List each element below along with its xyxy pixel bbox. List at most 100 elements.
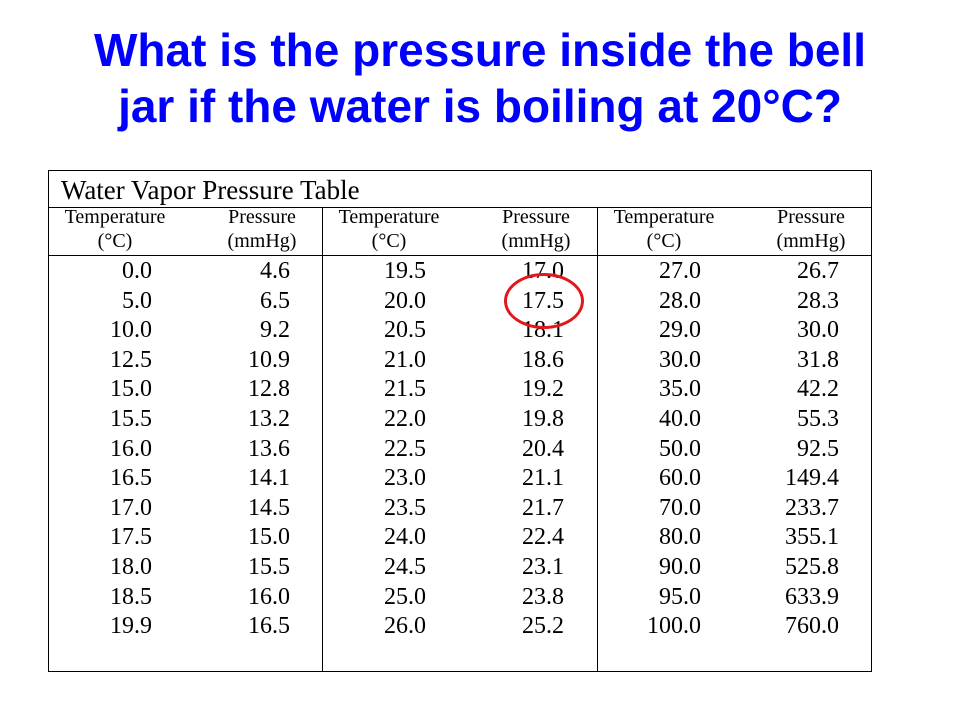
temperature-cell: 22.0 [384, 406, 426, 432]
temperature-cell: 60.0 [659, 465, 701, 492]
header-pressure: Pressure (mmHg) [751, 205, 871, 253]
temperature-cell: 95.0 [659, 583, 701, 610]
pressure-cell: 19.8 [522, 406, 564, 432]
header-temperature-label: Temperature [64, 206, 166, 228]
header-pressure: Pressure (mmHg) [202, 205, 322, 253]
temperature-cell: 20.5 [384, 317, 426, 344]
pressure-cell: 21.1 [522, 465, 564, 492]
temperature-cell: 10.0 [110, 317, 152, 344]
temperature-cell: 28.0 [659, 287, 701, 314]
header-temperature-unit: (°C) [371, 230, 407, 252]
header-pressure: Pressure (mmHg) [476, 205, 596, 253]
header-pressure-label: Pressure [777, 206, 845, 228]
title-divider [49, 207, 871, 208]
temperature-cell: 15.0 [110, 376, 152, 403]
header-temperature-label: Temperature [338, 206, 440, 228]
pressure-cell: 633.9 [785, 583, 839, 610]
pressure-cell: 92.5 [797, 435, 839, 462]
pressure-cell: 19.2 [522, 376, 564, 403]
pressure-cell: 14.1 [248, 465, 290, 492]
temperature-cell: 12.5 [110, 346, 152, 373]
pressure-cell: 22.4 [522, 524, 564, 551]
temperature-cell: 70.0 [659, 494, 701, 521]
temperature-cell: 0.0 [122, 258, 152, 284]
pressure-cell: 31.8 [797, 346, 839, 373]
header-pressure-unit: (mmHg) [776, 230, 846, 252]
pressure-cell: 18.6 [522, 346, 564, 373]
temperature-cell: 29.0 [659, 317, 701, 344]
pressure-cell: 760.0 [785, 613, 839, 640]
table-title: Water Vapor Pressure Table [61, 175, 360, 205]
pressure-cell: 355.1 [785, 524, 839, 551]
header-temperature: Temperature (°C) [604, 205, 724, 253]
pressure-cell: 20.4 [522, 435, 564, 462]
temperature-cell: 23.5 [384, 494, 426, 521]
temperature-cell: 18.0 [110, 554, 152, 580]
question-heading: What is the pressure inside the bell jar… [0, 22, 960, 134]
pressure-cell: 525.8 [785, 554, 839, 580]
answer-highlight-circle [504, 272, 584, 329]
temperature-cell: 35.0 [659, 376, 701, 403]
vapor-pressure-table: Water Vapor Pressure Table Temperature (°… [48, 170, 872, 672]
temperature-cell: 80.0 [659, 524, 701, 551]
pressure-cell: 21.7 [522, 494, 564, 521]
temperature-cell: 18.5 [110, 583, 152, 610]
temperature-cell: 15.5 [110, 406, 152, 432]
header-temperature-label: Temperature [613, 206, 715, 228]
pressure-cell: 13.6 [248, 435, 290, 462]
temperature-cell: 19.9 [110, 613, 152, 640]
header-temperature-unit: (°C) [97, 230, 133, 252]
pressure-cell: 14.5 [248, 494, 290, 521]
temperature-cell: 24.5 [384, 554, 426, 580]
pressure-cell: 9.2 [260, 317, 290, 344]
question-line-1: What is the pressure inside the bell [94, 24, 866, 76]
temperature-cell: 25.0 [384, 583, 426, 610]
pressure-cell: 12.8 [248, 376, 290, 403]
pressure-cell: 15.5 [248, 554, 290, 580]
pressure-cell: 4.6 [260, 258, 290, 284]
header-pressure-unit: (mmHg) [227, 230, 297, 252]
pressure-cell: 13.2 [248, 406, 290, 432]
temperature-cell: 16.0 [110, 435, 152, 462]
pressure-cell: 25.2 [522, 613, 564, 640]
header-temperature-unit: (°C) [646, 230, 682, 252]
temperature-cell: 27.0 [659, 258, 701, 284]
temperature-cell: 22.5 [384, 435, 426, 462]
temperature-cell: 21.5 [384, 376, 426, 403]
temperature-cell: 19.5 [384, 258, 426, 284]
temperature-cell: 17.5 [110, 524, 152, 551]
header-temperature: Temperature (°C) [329, 205, 449, 253]
header-pressure-label: Pressure [502, 206, 570, 228]
temperature-cell: 20.0 [384, 287, 426, 314]
pressure-cell: 149.4 [785, 465, 839, 492]
header-pressure-label: Pressure [228, 206, 296, 228]
pressure-cell: 55.3 [797, 406, 839, 432]
pressure-cell: 16.5 [248, 613, 290, 640]
pressure-cell: 10.9 [248, 346, 290, 373]
question-line-2: jar if the water is boiling at 20°C? [118, 80, 842, 132]
temperature-cell: 16.5 [110, 465, 152, 492]
temperature-cell: 50.0 [659, 435, 701, 462]
pressure-cell: 30.0 [797, 317, 839, 344]
header-pressure-unit: (mmHg) [501, 230, 571, 252]
pressure-cell: 26.7 [797, 258, 839, 284]
pressure-cell: 233.7 [785, 494, 839, 521]
header-temperature: Temperature (°C) [55, 205, 175, 253]
temperature-cell: 5.0 [122, 287, 152, 314]
pressure-cell: 6.5 [260, 287, 290, 314]
pressure-cell: 23.1 [522, 554, 564, 580]
temperature-cell: 17.0 [110, 494, 152, 521]
pressure-cell: 42.2 [797, 376, 839, 403]
temperature-cell: 100.0 [647, 613, 701, 640]
temperature-cell: 30.0 [659, 346, 701, 373]
pressure-cell: 15.0 [248, 524, 290, 551]
column-divider [597, 207, 598, 671]
pressure-cell: 28.3 [797, 287, 839, 314]
temperature-cell: 24.0 [384, 524, 426, 551]
pressure-cell: 16.0 [248, 583, 290, 610]
temperature-cell: 21.0 [384, 346, 426, 373]
temperature-cell: 26.0 [384, 613, 426, 640]
pressure-cell: 23.8 [522, 583, 564, 610]
header-divider [49, 255, 871, 256]
temperature-cell: 90.0 [659, 554, 701, 580]
